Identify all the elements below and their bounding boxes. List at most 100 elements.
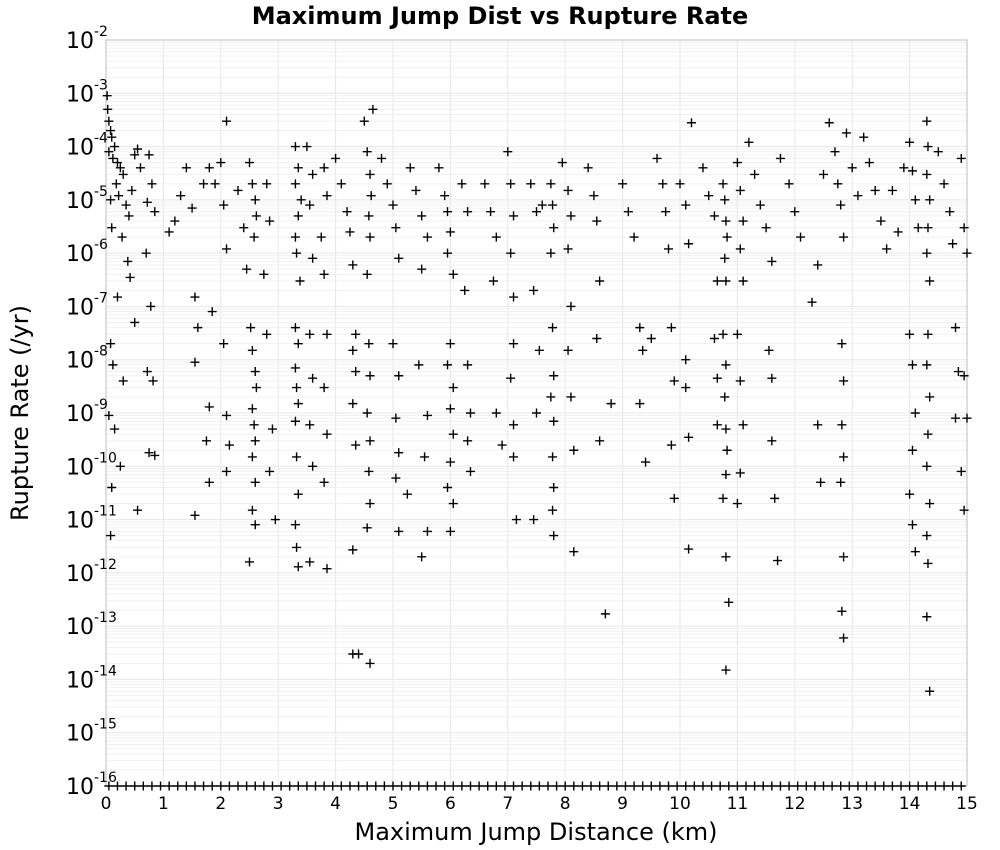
baseline-point [250,781,260,791]
data-point [104,410,114,420]
x-tick-label: 4 [330,794,341,814]
data-point [345,227,355,237]
data-point [293,399,303,409]
data-point [836,200,846,210]
y-tick-label: 10-13 [66,610,117,640]
data-point [106,195,116,205]
data-point [583,163,593,173]
data-point [922,116,932,126]
data-point [721,665,731,675]
data-point [295,276,305,286]
data-point [566,301,576,311]
baseline-point [732,781,742,791]
baseline-point [216,781,226,791]
data-point [830,147,840,157]
data-point [735,185,745,195]
data-point [669,376,679,386]
data-point [824,118,834,128]
data-point [222,410,232,420]
data-point [290,416,300,426]
data-point [204,163,214,173]
data-point [709,211,719,221]
data-point [948,239,958,249]
data-point [623,207,633,217]
data-markers [102,91,972,791]
data-point [443,360,453,370]
data-point [391,473,401,483]
data-point [698,163,708,173]
data-point [293,562,303,572]
baseline-point [922,781,932,791]
baseline-point [750,781,760,791]
data-point [704,191,714,201]
data-point [382,179,392,189]
data-point [506,179,516,189]
data-point [721,360,731,370]
data-point [388,339,398,349]
data-point [411,185,421,195]
data-point [563,185,573,195]
data-point [187,203,197,213]
baseline-point [552,781,562,791]
data-point [246,323,256,333]
data-point [292,452,302,462]
data-point [546,179,556,189]
data-point [342,207,352,217]
data-point [905,137,915,147]
baseline-point [319,781,329,791]
y-tick-label: 10-10 [66,450,117,480]
x-tick-label: 6 [445,794,456,814]
data-point [721,216,731,226]
data-point [222,244,232,254]
data-point [290,323,300,333]
data-point [127,185,137,195]
baseline-point [242,781,252,791]
data-point [491,408,501,418]
data-point [925,392,935,402]
data-point [923,142,933,152]
baseline-point [689,781,699,791]
data-point [962,248,972,258]
data-point [434,163,444,173]
baseline-point [758,781,768,791]
data-point [563,244,573,254]
data-point [322,564,332,574]
baseline-point [905,781,915,791]
data-point [365,658,375,668]
data-point [365,169,375,179]
data-point [953,367,963,377]
data-point [735,244,745,254]
data-point [305,329,315,339]
data-point [853,191,863,201]
data-point [443,207,453,217]
data-point [448,429,458,439]
y-axis-label: Rupture Rate (/yr) [6,305,34,521]
baseline-point [698,781,708,791]
data-point [144,448,154,458]
data-point [245,557,254,567]
baseline-point [138,781,148,791]
data-point [147,179,157,189]
baseline-point [664,781,674,791]
data-point [293,489,303,499]
data-point [652,153,662,163]
data-point [764,345,774,355]
x-tick-label: 0 [101,794,112,814]
data-point [123,256,133,266]
data-point [207,307,217,317]
data-point [548,505,558,515]
y-tick-label: 10-3 [66,77,108,107]
baseline-point [285,781,295,791]
data-point [720,253,730,263]
data-point [142,367,152,377]
x-tick-label: 11 [727,794,749,814]
data-point [388,200,398,210]
data-point [322,191,332,201]
baseline-point [465,781,475,791]
baseline-point [767,781,777,791]
data-point [463,360,473,370]
data-point [250,477,260,487]
data-point [899,163,909,173]
data-point [348,260,358,270]
data-point [445,404,455,414]
